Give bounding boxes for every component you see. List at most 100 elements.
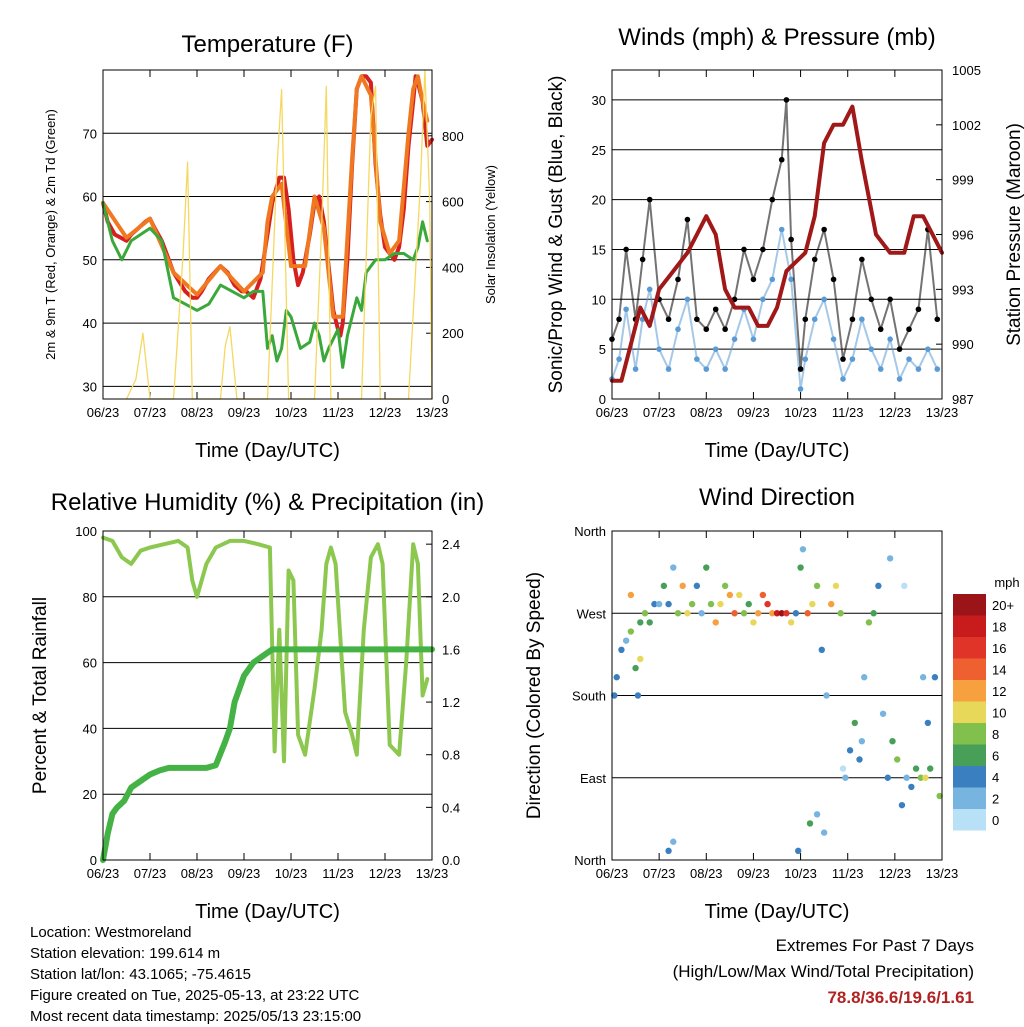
- direction-point: [889, 737, 896, 745]
- direction-point: [865, 619, 873, 626]
- direction-point: [922, 774, 929, 781]
- y-right-tick-label: 990: [952, 337, 974, 352]
- y-right-tick-label: 987: [952, 392, 974, 407]
- colorbar-label: 8: [992, 727, 999, 742]
- y-tick-label: 100: [75, 524, 97, 539]
- extremes-values: 78.8/36.6/19.6/1.61: [827, 988, 974, 1007]
- x-tick-label: 09/23: [228, 405, 261, 420]
- direction-point: [769, 610, 776, 617]
- direction-point: [670, 564, 677, 571]
- colorbar-swatch: [953, 615, 986, 637]
- y-tick-label: North: [574, 524, 606, 539]
- direction-point: [688, 600, 696, 608]
- panel-1: Temperature (F) 30 40 50 60 70 0 200 400 600 800 06…: [43, 31, 498, 462]
- direction-point: [721, 582, 729, 590]
- plot-frame: [102, 69, 433, 400]
- series-wind: [611, 229, 939, 390]
- direction-point: [894, 756, 901, 763]
- direction-point: [660, 582, 668, 590]
- direction-point: [837, 610, 844, 617]
- direction-point: [646, 619, 653, 626]
- direction-point: [783, 610, 790, 617]
- y-tick-label: 30: [592, 93, 606, 108]
- x-tick-label: 06/23: [87, 866, 120, 881]
- x-tick-label: 13/23: [416, 866, 449, 881]
- direction-point: [828, 600, 835, 608]
- y-right-tick-label: 0: [442, 392, 449, 407]
- colorbar-label: 14: [992, 663, 1006, 678]
- x-tick-label: 07/23: [134, 405, 167, 420]
- colorbar: mph 20+ 18 16 14 12 10 8 6 4 2 0: [953, 575, 1020, 831]
- direction-point: [736, 591, 743, 599]
- y-tick-label: North: [574, 853, 606, 868]
- colorbar-swatch: [953, 680, 986, 702]
- y-right-axis-label: Solar Insolation (Yellow): [483, 165, 498, 304]
- y-right-tick-label: 400: [442, 260, 464, 275]
- y-tick-label: 25: [592, 143, 606, 158]
- direction-point: [740, 610, 748, 617]
- direction-point: [797, 564, 804, 571]
- y-tick-label: East: [580, 771, 606, 786]
- series-gust: [611, 99, 939, 370]
- x-tick-label: 12/23: [369, 405, 402, 420]
- colorbar-swatch: [953, 701, 986, 723]
- x-tick-label: 10/23: [784, 405, 817, 420]
- extremes-box: Extremes For Past 7 Days (High/Low/Max W…: [673, 933, 974, 1011]
- colorbar-label: 6: [992, 749, 999, 764]
- x-tick-label: 08/23: [181, 866, 214, 881]
- direction-point: [764, 600, 771, 608]
- x-tick-label: 13/23: [416, 405, 449, 420]
- y-right-tick-label: 1.2: [442, 695, 460, 710]
- direction-point: [787, 619, 795, 626]
- plot-frame: [102, 530, 433, 861]
- info-elevation: Station elevation: 199.614 m: [30, 945, 221, 962]
- direction-point: [618, 646, 625, 654]
- y-right-tick-label: 0.8: [442, 748, 460, 763]
- y-axis-label: Percent & Total Rainfall: [30, 597, 51, 794]
- direction-point: [861, 674, 868, 681]
- direction-point: [637, 655, 644, 663]
- direction-point: [750, 619, 757, 626]
- direction-point: [884, 774, 891, 781]
- direction-point: [820, 829, 828, 836]
- y-tick-label: 0: [90, 853, 97, 868]
- direction-point: [611, 692, 618, 699]
- colorbar-label: 16: [992, 641, 1006, 656]
- plot-frame: [611, 530, 943, 861]
- direction-point: [670, 838, 677, 845]
- y-right-tick-label: 2.0: [442, 590, 460, 605]
- info-timestamp: Most recent data timestamp: 2025/05/13 2…: [30, 1008, 362, 1025]
- direction-point: [804, 610, 811, 617]
- y-tick-label: 60: [83, 656, 97, 671]
- direction-point: [823, 692, 830, 699]
- direction-point: [842, 774, 849, 781]
- direction-point: [912, 765, 920, 772]
- info-latlon: Station lat/lon: 43.1065; -75.4615: [30, 966, 252, 983]
- colorbar-label: 20+: [992, 598, 1014, 613]
- x-axis-label: Time (Day/UTC): [195, 901, 340, 923]
- panel-title: Temperature (F): [181, 31, 353, 58]
- y-tick-label: 80: [83, 590, 97, 605]
- x-tick-label: 10/23: [275, 405, 308, 420]
- x-tick-label: 12/23: [879, 866, 912, 881]
- y-tick-label: 70: [83, 126, 97, 141]
- y-right-tick-label: 600: [442, 195, 464, 210]
- y-right-tick-label: 2.4: [442, 537, 460, 552]
- direction-point: [799, 546, 807, 553]
- direction-point: [627, 628, 635, 635]
- direction-point: [613, 674, 620, 681]
- direction-point: [634, 692, 642, 699]
- y-right-tick-label: 1002: [952, 118, 981, 133]
- series-total-precipitation: [100, 646, 435, 863]
- x-tick-label: 12/23: [369, 866, 402, 881]
- direction-point: [898, 801, 906, 809]
- x-tick-label: 13/23: [926, 405, 959, 420]
- direction-point: [839, 765, 847, 772]
- direction-point: [917, 774, 924, 781]
- direction-point: [745, 600, 752, 608]
- colorbar-label: 18: [992, 620, 1006, 635]
- y-tick-label: 20: [83, 787, 97, 802]
- direction-point: [875, 582, 882, 590]
- direction-point: [622, 637, 630, 644]
